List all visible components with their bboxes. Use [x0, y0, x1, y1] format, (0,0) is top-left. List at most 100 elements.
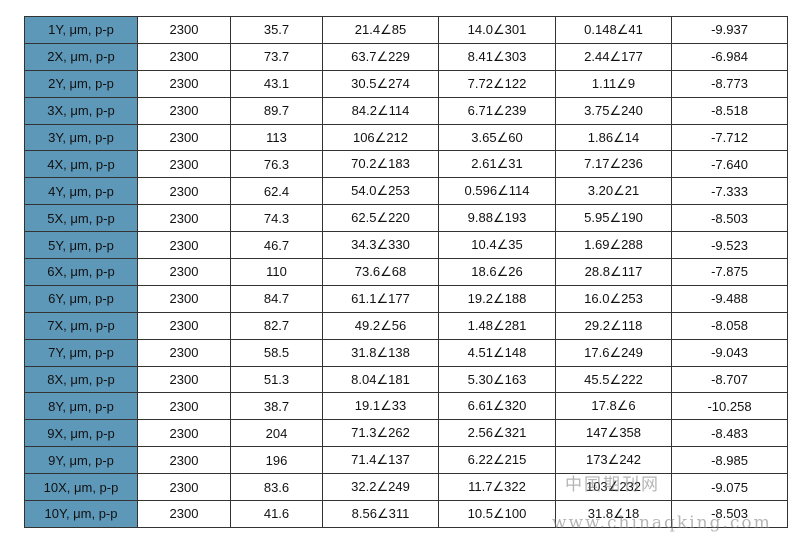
table-cell: 11.7∠322	[438, 473, 556, 502]
table-cell: 61.1∠177	[322, 284, 439, 313]
table-cell: 28.8∠117	[555, 258, 672, 286]
table-row: 9X, μm, p-p 2300 204 71.3∠262 2.56∠321 147∠35…	[24, 419, 788, 448]
row-label-cell: 10X, μm, p-p	[24, 473, 138, 502]
table-row: 5X, μm, p-p 2300 74.3 62.5∠220 9.88∠193 5.95∠…	[24, 204, 788, 233]
table-cell: 18.6∠26	[438, 258, 556, 286]
table-row: 2Y, μm, p-p 2300 43.1 30.5∠274 7.72∠122 1.11∠…	[24, 69, 788, 98]
table-row: 4Y, μm, p-p 2300 62.4 54.0∠253 0.596∠114 3.20…	[24, 177, 788, 206]
table-cell: 8.56∠311	[322, 500, 439, 528]
table-cell: 84.7	[230, 284, 323, 313]
table-cell: 19.1∠33	[322, 392, 439, 421]
data-table: 1Y, μm, p-p 2300 35.7 21.4∠85 14.0∠301 0.148∠…	[24, 16, 788, 528]
table-cell: 17.8∠6	[555, 392, 672, 421]
row-label-cell: 6X, μm, p-p	[24, 258, 138, 286]
table-cell: -8.707	[671, 365, 788, 394]
table-cell: 2300	[137, 177, 231, 206]
table-cell: 71.4∠137	[322, 446, 439, 475]
table-cell: 46.7	[230, 231, 323, 260]
table-cell: 19.2∠188	[438, 284, 556, 313]
table-cell: 5.30∠163	[438, 365, 556, 394]
table-cell: 173∠242	[555, 446, 672, 475]
watermark-chinese: 中国期刊网	[565, 475, 660, 495]
table-cell: 2300	[137, 392, 231, 421]
table-cell: -9.937	[671, 16, 788, 44]
row-label-cell: 7Y, μm, p-p	[24, 338, 138, 367]
table-row: 5Y, μm, p-p 2300 46.7 34.3∠330 10.4∠35 1.69∠2…	[24, 231, 788, 260]
table-cell: -8.483	[671, 419, 788, 448]
table-cell: 7.17∠236	[555, 150, 672, 179]
watermark-url: www.chinaqking.com	[552, 513, 772, 533]
row-label-cell: 6Y, μm, p-p	[24, 284, 138, 313]
table-cell: 1.48∠281	[438, 311, 556, 340]
table-cell: -7.875	[671, 258, 788, 286]
table-cell: 63.7∠229	[322, 42, 439, 71]
table-row: 10X, μm, p-p 2300 83.6 32.2∠249 11.7∠322 103∠…	[24, 473, 788, 502]
table-cell: -8.503	[671, 500, 788, 528]
table-cell: 2300	[137, 284, 231, 313]
table-cell: 2300	[137, 42, 231, 71]
table-cell: 0.596∠114	[438, 177, 556, 206]
table-cell: 73.7	[230, 42, 323, 71]
table-cell: 204	[230, 419, 323, 448]
table-row: 8X, μm, p-p 2300 51.3 8.04∠181 5.30∠163 45.5∠…	[24, 365, 788, 394]
table-cell: 21.4∠85	[322, 16, 439, 44]
table-cell: 2300	[137, 150, 231, 179]
table-cell: 31.8∠18	[555, 500, 672, 528]
table-row: 2X, μm, p-p 2300 73.7 63.7∠229 8.41∠303 2.44∠…	[24, 42, 788, 71]
table-cell: 103∠232	[555, 473, 672, 502]
table-cell: 49.2∠56	[322, 311, 439, 340]
table-cell: 110	[230, 258, 323, 286]
table-cell: 84.2∠114	[322, 96, 439, 125]
table-cell: 6.22∠215	[438, 446, 556, 475]
table-cell: 1.11∠9	[555, 69, 672, 98]
row-label-cell: 5X, μm, p-p	[24, 204, 138, 233]
table-cell: -8.503	[671, 204, 788, 233]
table-cell: 106∠212	[322, 123, 439, 152]
table-cell: 2300	[137, 473, 231, 502]
table-cell: 82.7	[230, 311, 323, 340]
table-cell: 1.69∠288	[555, 231, 672, 260]
table-row: 10Y, μm, p-p 2300 41.6 8.56∠311 10.5∠100 31.8…	[24, 500, 788, 528]
table-cell: 89.7	[230, 96, 323, 125]
table-cell: 14.0∠301	[438, 16, 556, 44]
table-cell: 83.6	[230, 473, 323, 502]
table-cell: 71.3∠262	[322, 419, 439, 448]
table-cell: 113	[230, 123, 323, 152]
row-label-cell: 3X, μm, p-p	[24, 96, 138, 125]
table-cell: 6.61∠320	[438, 392, 556, 421]
table-cell: 2.56∠321	[438, 419, 556, 448]
table-cell: 30.5∠274	[322, 69, 439, 98]
table-cell: 2300	[137, 446, 231, 475]
row-label-cell: 9X, μm, p-p	[24, 419, 138, 448]
table-cell: 70.2∠183	[322, 150, 439, 179]
table-cell: 2300	[137, 123, 231, 152]
row-label-cell: 9Y, μm, p-p	[24, 446, 138, 475]
table-cell: 2300	[137, 204, 231, 233]
table-cell: 74.3	[230, 204, 323, 233]
table-cell: -8.518	[671, 96, 788, 125]
table-row: 4X, μm, p-p 2300 76.3 70.2∠183 2.61∠31 7.17∠2…	[24, 150, 788, 179]
table-cell: 41.6	[230, 500, 323, 528]
table-cell: 62.4	[230, 177, 323, 206]
table-cell: 58.5	[230, 338, 323, 367]
table-cell: 2300	[137, 500, 231, 528]
table-cell: -9.488	[671, 284, 788, 313]
table-cell: 1.86∠14	[555, 123, 672, 152]
table-cell: 2300	[137, 96, 231, 125]
table-row: 8Y, μm, p-p 2300 38.7 19.1∠33 6.61∠320 17.8∠6…	[24, 392, 788, 421]
table-body: 1Y, μm, p-p 2300 35.7 21.4∠85 14.0∠301 0.148∠…	[24, 16, 788, 528]
table-cell: 32.2∠249	[322, 473, 439, 502]
table-cell: -7.333	[671, 177, 788, 206]
table-row: 7X, μm, p-p 2300 82.7 49.2∠56 1.48∠281 29.2∠1…	[24, 311, 788, 340]
table-cell: 3.20∠21	[555, 177, 672, 206]
table-cell: 73.6∠68	[322, 258, 439, 286]
table-cell: -6.984	[671, 42, 788, 71]
table-cell: -7.712	[671, 123, 788, 152]
table-cell: 8.41∠303	[438, 42, 556, 71]
row-label-cell: 7X, μm, p-p	[24, 311, 138, 340]
table-cell: 31.8∠138	[322, 338, 439, 367]
table-cell: 10.5∠100	[438, 500, 556, 528]
row-label-cell: 4X, μm, p-p	[24, 150, 138, 179]
table-cell: 35.7	[230, 16, 323, 44]
table-cell: 38.7	[230, 392, 323, 421]
